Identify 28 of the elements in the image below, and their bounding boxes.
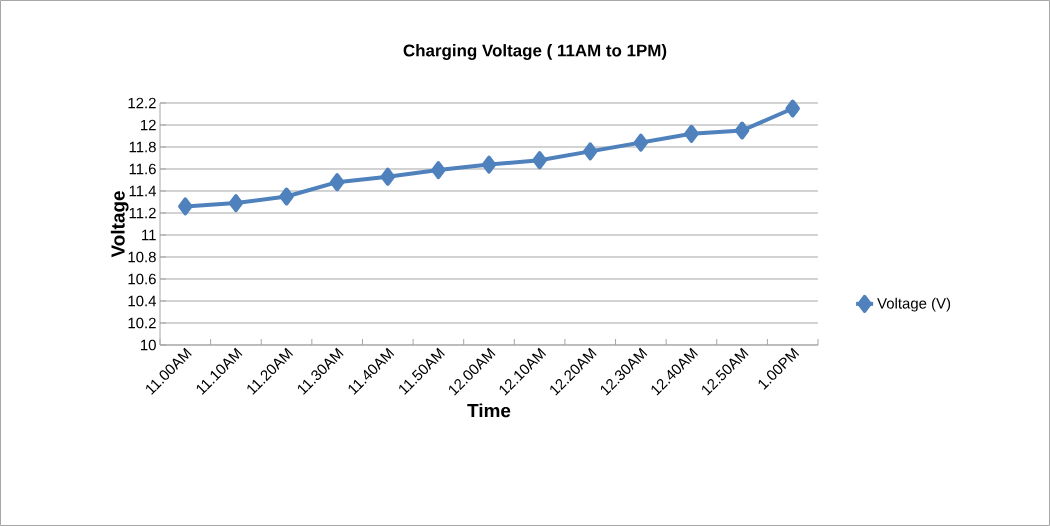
point [228,194,244,213]
y-tick-label: 11 [142,229,156,241]
y-tick-label: 10.2 [128,317,156,329]
point [431,161,446,180]
x-axis-title: Time [467,403,511,418]
point [532,151,547,170]
y-tick-label: 11.8 [129,141,156,153]
y-axis-title: Voltage [110,191,129,258]
point [329,173,345,192]
point [633,133,649,152]
y-tick-label: 12 [141,119,156,131]
y-tick-label: 10.4 [128,295,157,307]
chart-title: Charging Voltage ( 11AM to 1PM) [403,44,667,60]
y-tick-label: 12.2 [128,97,156,109]
legend-label: Voltage (V) [877,297,951,312]
point [684,124,699,143]
point [582,142,598,161]
y-tick-label: 10.6 [128,273,156,285]
y-tick-label: 11.2 [129,207,156,219]
point [279,187,294,206]
point [178,197,193,216]
y-tick-label: 10.8 [128,251,156,263]
point [380,167,396,186]
point [785,99,800,118]
point [734,121,750,140]
point [481,155,497,174]
y-tick-label: 11.4 [129,185,157,197]
y-tick-label: 11.6 [129,163,156,175]
